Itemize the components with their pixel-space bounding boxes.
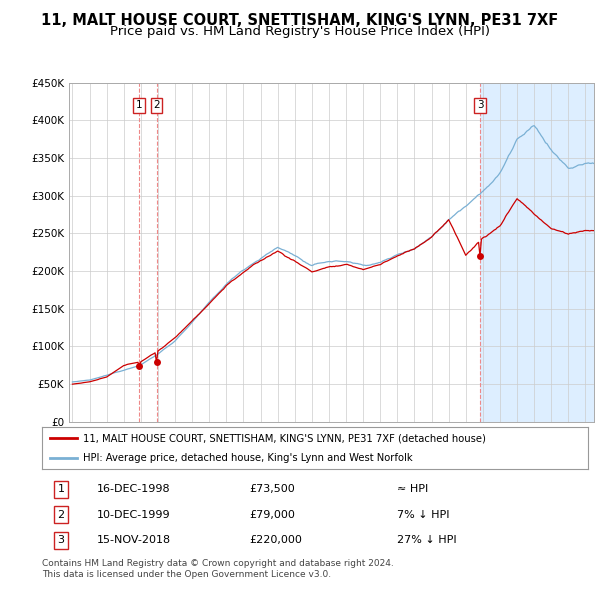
Text: 15-NOV-2018: 15-NOV-2018 <box>97 535 171 545</box>
Text: 10-DEC-1999: 10-DEC-1999 <box>97 510 170 520</box>
Text: £73,500: £73,500 <box>250 484 295 494</box>
Text: 27% ↓ HPI: 27% ↓ HPI <box>397 535 457 545</box>
Text: 2: 2 <box>153 100 160 110</box>
Text: £79,000: £79,000 <box>250 510 295 520</box>
Text: 3: 3 <box>476 100 484 110</box>
Bar <box>480 83 594 422</box>
Text: 1: 1 <box>58 484 65 494</box>
Text: Contains HM Land Registry data © Crown copyright and database right 2024.
This d: Contains HM Land Registry data © Crown c… <box>42 559 394 579</box>
Text: Price paid vs. HM Land Registry's House Price Index (HPI): Price paid vs. HM Land Registry's House … <box>110 25 490 38</box>
Text: 1: 1 <box>136 100 143 110</box>
Text: 3: 3 <box>58 535 65 545</box>
Text: £220,000: £220,000 <box>250 535 302 545</box>
Text: 7% ↓ HPI: 7% ↓ HPI <box>397 510 449 520</box>
Text: 2: 2 <box>58 510 65 520</box>
Text: HPI: Average price, detached house, King's Lynn and West Norfolk: HPI: Average price, detached house, King… <box>83 454 413 463</box>
Text: 11, MALT HOUSE COURT, SNETTISHAM, KING'S LYNN, PE31 7XF (detached house): 11, MALT HOUSE COURT, SNETTISHAM, KING'S… <box>83 433 486 443</box>
Text: 16-DEC-1998: 16-DEC-1998 <box>97 484 170 494</box>
Text: ≈ HPI: ≈ HPI <box>397 484 428 494</box>
Text: 11, MALT HOUSE COURT, SNETTISHAM, KING'S LYNN, PE31 7XF: 11, MALT HOUSE COURT, SNETTISHAM, KING'S… <box>41 13 559 28</box>
